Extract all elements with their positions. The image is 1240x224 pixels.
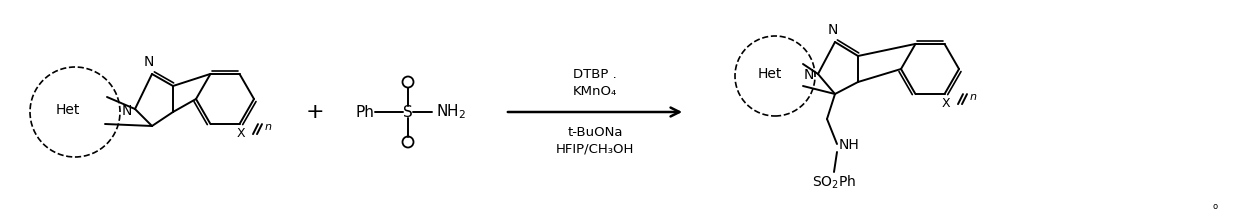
Text: N: N — [144, 55, 154, 69]
Text: HFIP/CH₃OH: HFIP/CH₃OH — [556, 142, 634, 155]
Text: o: o — [1213, 202, 1218, 211]
Text: N: N — [122, 104, 131, 118]
Text: X: X — [941, 97, 950, 110]
Text: NH$_2$: NH$_2$ — [436, 103, 466, 121]
Text: +: + — [306, 102, 325, 122]
Text: SO$_2$Ph: SO$_2$Ph — [812, 174, 856, 191]
Text: NH: NH — [839, 138, 859, 152]
Text: n: n — [264, 122, 272, 132]
Text: Ph: Ph — [356, 105, 374, 119]
Text: DTBP .: DTBP . — [573, 67, 616, 80]
Text: t-BuONa: t-BuONa — [567, 125, 622, 138]
Text: X: X — [236, 127, 244, 140]
Text: N: N — [804, 68, 813, 82]
Text: Het: Het — [758, 67, 782, 81]
Text: S: S — [403, 105, 413, 119]
Text: Het: Het — [56, 103, 81, 117]
Text: N: N — [828, 23, 838, 37]
Text: n: n — [970, 92, 977, 102]
Text: KMnO₄: KMnO₄ — [573, 84, 618, 97]
